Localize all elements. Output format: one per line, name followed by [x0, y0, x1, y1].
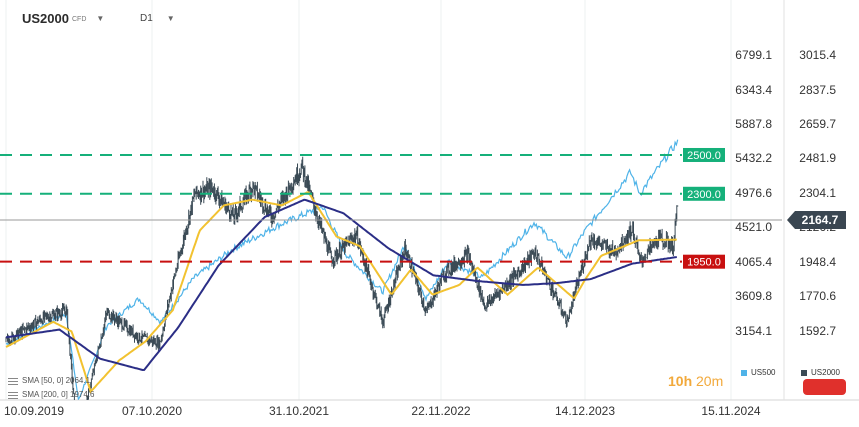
legend-us500[interactable]: US500 — [741, 368, 775, 377]
level-label-text: 2300.0 — [687, 189, 721, 201]
menu-icon[interactable] — [8, 390, 18, 399]
last-price-tag: 2164.7 — [787, 211, 846, 230]
symbol-name: US2000 — [22, 10, 69, 26]
y-left-tick-label: 6343.4 — [735, 83, 772, 97]
level-label-bg — [683, 254, 725, 269]
y-right-tick-label: 1948.4 — [799, 255, 836, 269]
y-left-tick-label: 4065.4 — [735, 255, 772, 269]
timer-hours: 10h — [668, 373, 693, 389]
us2000-swatch — [801, 369, 807, 376]
x-tick-label: 10.09.2019 — [4, 404, 64, 418]
us2000-legend-label: US2000 — [811, 368, 840, 377]
instrument-type: CFD — [71, 16, 87, 23]
y-left-tick-label: 3154.1 — [735, 324, 772, 338]
sma200-line — [5, 198, 677, 372]
sma50-label: SMA [50, 0] 2064.1 — [22, 376, 91, 385]
y-right-tick-label: 3015.4 — [799, 48, 836, 62]
indicator-sma200[interactable]: SMA [200, 0] 1974.6 — [8, 390, 95, 399]
y-right-tick-label: 2659.7 — [799, 117, 836, 131]
x-tick-label: 31.10.2021 — [269, 404, 329, 418]
level-label: 2300.0 — [683, 186, 725, 201]
indicator-sma50[interactable]: SMA [50, 0] 2064.1 — [8, 376, 90, 385]
level-label-text: 2500.0 — [687, 150, 721, 162]
us500-swatch — [741, 369, 747, 376]
y-right-tick-label: 2304.1 — [799, 186, 836, 200]
y-left-tick-label: 6799.1 — [735, 48, 772, 62]
chevron-down-icon[interactable]: ▼ — [96, 13, 105, 23]
level-label: 2500.0 — [683, 147, 725, 162]
y-left-tick-label: 4976.6 — [735, 186, 772, 200]
x-tick-label: 22.11.2022 — [411, 404, 470, 418]
timeframe-label: D1 — [140, 12, 153, 24]
legend-us2000[interactable]: US2000 — [801, 368, 840, 377]
last-price-text: 2164.7 — [802, 213, 839, 227]
menu-icon[interactable] — [8, 376, 18, 385]
x-tick-label: 07.10.2020 — [122, 404, 182, 418]
level-label-bg — [683, 147, 725, 162]
timeframe-selector[interactable]: D1 ▼ — [140, 10, 175, 26]
x-tick-label: 14.12.2023 — [555, 404, 615, 418]
last-price-bg — [787, 211, 846, 230]
y-left-tick-label: 4521.0 — [735, 220, 772, 234]
symbol-selector[interactable]: US2000 CFD ▼ — [22, 10, 104, 26]
level-label-text: 1950.0 — [687, 257, 721, 269]
level-label-bg — [683, 186, 725, 201]
y-left-tick-label: 3609.8 — [735, 289, 772, 303]
remove-series-button[interactable] — [803, 379, 846, 395]
sma50-line — [5, 191, 677, 394]
y-right-tick-label: 2837.5 — [799, 83, 836, 97]
y-left-tick-label: 5887.8 — [735, 117, 772, 131]
y-right-tick-label: 1592.7 — [799, 324, 836, 338]
y-left-tick-label: 5432.2 — [735, 151, 772, 165]
timer-minutes: 20m — [696, 373, 724, 389]
us500-legend-label: US500 — [751, 368, 776, 377]
chevron-down-icon[interactable]: ▼ — [166, 13, 175, 23]
y-right-tick-label: 2481.9 — [799, 151, 836, 165]
x-tick-label: 15.11.2024 — [701, 404, 760, 418]
sma200-label: SMA [200, 0] 1974.6 — [22, 390, 95, 399]
y-right-tick-label: 1770.6 — [799, 289, 836, 303]
session-timer: 10h 20m — [668, 373, 723, 389]
level-label: 1950.0 — [683, 254, 725, 269]
